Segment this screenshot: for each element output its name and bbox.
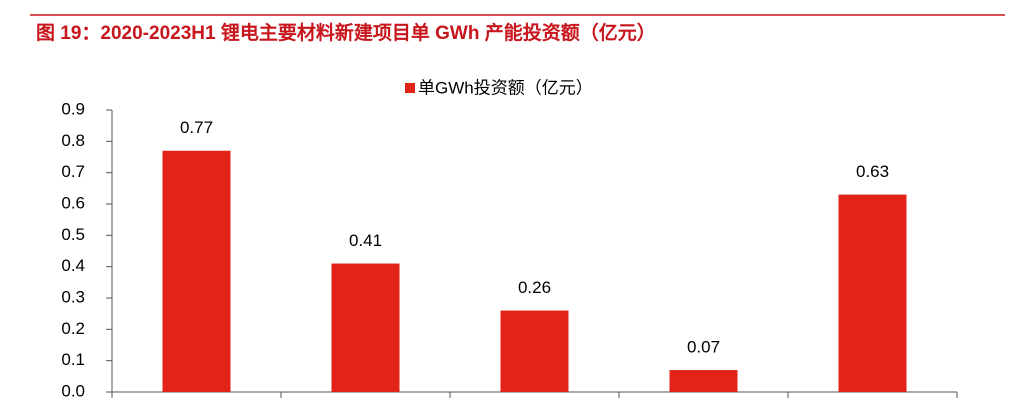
y-tick-label: 0.1 (61, 350, 85, 369)
value-label: 0.41 (349, 231, 382, 250)
y-tick-label: 0.2 (61, 319, 85, 338)
bar (331, 263, 400, 392)
y-tick-label: 0.3 (61, 287, 85, 306)
bar (838, 194, 907, 392)
bar (669, 370, 738, 392)
bar (162, 150, 231, 392)
legend-swatch (405, 83, 415, 93)
bar (500, 310, 569, 392)
y-tick-label: 0.8 (61, 131, 85, 150)
y-tick-label: 0.5 (61, 225, 85, 244)
value-label: 0.77 (180, 118, 213, 137)
y-tick-label: 0.4 (61, 256, 85, 275)
y-tick-label: 0.9 (61, 99, 85, 118)
y-tick-label: 0.0 (61, 381, 85, 400)
y-tick-label: 0.6 (61, 193, 85, 212)
value-label: 0.26 (518, 278, 551, 297)
value-label: 0.63 (856, 162, 889, 181)
value-label: 0.07 (687, 338, 720, 357)
legend-label: 单GWh投资额（亿元） (418, 78, 593, 97)
y-tick-label: 0.7 (61, 162, 85, 181)
chart-title: 图 19：2020-2023H1 锂电主要材料新建项目单 GWh 产能投资额（亿… (36, 21, 656, 44)
